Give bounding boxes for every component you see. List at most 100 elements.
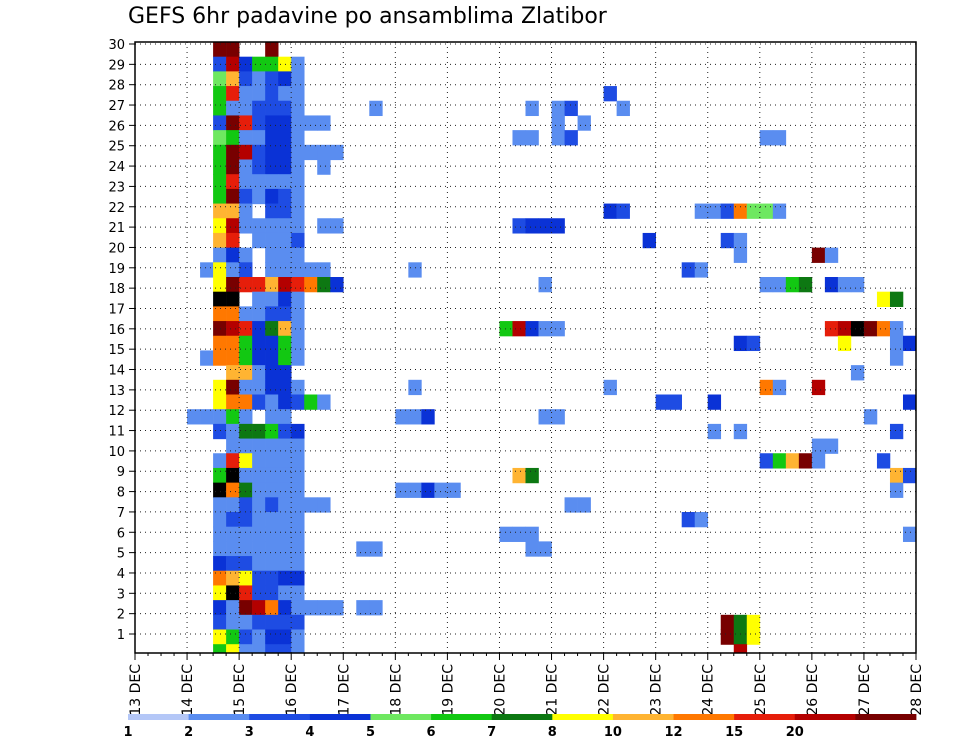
heatmap-cell bbox=[226, 42, 240, 58]
heatmap-cell bbox=[226, 277, 240, 293]
heatmap-cell bbox=[213, 644, 227, 654]
heatmap-cell bbox=[278, 438, 292, 454]
heatmap-cell bbox=[213, 306, 227, 322]
heatmap-cell bbox=[278, 379, 292, 396]
heatmap-cell bbox=[226, 174, 240, 190]
heatmap-cell bbox=[213, 467, 227, 484]
heatmap-cell bbox=[746, 629, 761, 645]
heatmap-cell bbox=[356, 541, 370, 557]
y-tick-label: 30 bbox=[108, 38, 125, 53]
heatmap-cell bbox=[291, 115, 305, 131]
heatmap-cell bbox=[681, 262, 696, 278]
heatmap-cell bbox=[226, 482, 240, 498]
heatmap-cell bbox=[291, 188, 305, 205]
heatmap-cell bbox=[265, 56, 279, 72]
heatmap-cell bbox=[499, 526, 513, 542]
heatmap-cell bbox=[369, 100, 383, 117]
heatmap-cell bbox=[239, 100, 253, 117]
heatmap-cell bbox=[317, 394, 331, 410]
heatmap-cell bbox=[330, 218, 344, 234]
heatmap-cell bbox=[239, 497, 253, 513]
heatmap-cell bbox=[239, 379, 253, 396]
x-tick-label: 19 DEC bbox=[440, 664, 456, 716]
heatmap-cell bbox=[824, 438, 839, 454]
heatmap-cell bbox=[850, 365, 865, 381]
heatmap-cell bbox=[226, 56, 240, 72]
heatmap-cell bbox=[213, 42, 227, 58]
heatmap-cell bbox=[434, 482, 448, 498]
heatmap-cell bbox=[408, 409, 422, 425]
heatmap-cell bbox=[252, 629, 266, 645]
heatmap-cell bbox=[226, 218, 240, 234]
heatmap-cell bbox=[213, 321, 227, 337]
heatmap-cell bbox=[213, 100, 227, 117]
heatmap-cell bbox=[291, 159, 305, 175]
heatmap-cell bbox=[265, 600, 279, 616]
heatmap-cell bbox=[239, 526, 253, 542]
heatmap-cell bbox=[226, 321, 240, 337]
heatmap-cell bbox=[694, 512, 709, 528]
heatmap-cell bbox=[876, 453, 891, 469]
heatmap-cell bbox=[278, 306, 292, 322]
heatmap-cell bbox=[239, 556, 253, 572]
heatmap-cell bbox=[278, 71, 292, 87]
heatmap-cell bbox=[291, 247, 305, 263]
heatmap-cell bbox=[291, 100, 305, 117]
heatmap-cell bbox=[265, 42, 279, 58]
heatmap-cell bbox=[902, 467, 917, 484]
heatmap-cell bbox=[811, 247, 826, 263]
colorbar-label: 6 bbox=[427, 725, 436, 740]
heatmap-cell bbox=[226, 497, 240, 513]
heatmap-cell bbox=[213, 556, 227, 572]
heatmap-cell bbox=[187, 409, 201, 425]
heatmap-cell bbox=[720, 629, 735, 645]
heatmap-cell bbox=[733, 247, 748, 263]
heatmap-cell bbox=[278, 144, 292, 161]
y-tick-label: 23 bbox=[108, 180, 125, 195]
heatmap-cell bbox=[226, 130, 240, 146]
heatmap-cell bbox=[564, 130, 578, 146]
heatmap-cell bbox=[408, 262, 422, 278]
heatmap-cell bbox=[538, 218, 552, 234]
heatmap-cell bbox=[798, 453, 813, 469]
heatmap-cell bbox=[291, 71, 305, 87]
heatmap-cell bbox=[291, 541, 305, 557]
heatmap-cell bbox=[291, 600, 305, 616]
heatmap-cell bbox=[226, 291, 240, 307]
heatmap-cell bbox=[707, 394, 722, 410]
heatmap-cell bbox=[291, 277, 305, 293]
heatmap-cell bbox=[278, 188, 292, 205]
heatmap-cell bbox=[317, 159, 331, 175]
heatmap-cell bbox=[837, 277, 852, 293]
heatmap-cell bbox=[330, 144, 344, 161]
heatmap-cell bbox=[824, 321, 839, 337]
heatmap-cell bbox=[213, 71, 227, 87]
colorbar-swatch bbox=[370, 714, 432, 720]
heatmap-cell bbox=[265, 482, 279, 498]
heatmap-cell bbox=[226, 409, 240, 425]
heatmap-cell bbox=[278, 482, 292, 498]
heatmap-cell bbox=[824, 277, 839, 293]
heatmap-cell bbox=[291, 321, 305, 337]
heatmap-cell bbox=[239, 335, 253, 352]
heatmap-cell bbox=[252, 306, 266, 322]
heatmap-cell bbox=[252, 365, 266, 381]
heatmap-cell bbox=[213, 614, 227, 631]
heatmap-cell bbox=[512, 467, 526, 484]
heatmap-cell bbox=[213, 570, 227, 587]
heatmap-cell bbox=[213, 203, 227, 219]
colorbar-swatch bbox=[794, 714, 856, 720]
heatmap-cell bbox=[252, 291, 266, 307]
heatmap-cell bbox=[525, 321, 539, 337]
heatmap-cell bbox=[278, 512, 292, 528]
heatmap-cell bbox=[252, 453, 266, 469]
y-tick-label: 27 bbox=[108, 99, 125, 114]
y-axis: 1234567891011121314151617181920212223242… bbox=[108, 38, 135, 643]
heatmap-cell bbox=[759, 203, 774, 219]
x-axis: 13 DEC 14 DEC 15 DEC 16 DEC 17 DEC 18 DEC 19 D… bbox=[128, 653, 925, 716]
heatmap-cell bbox=[317, 600, 331, 616]
heatmap-cell bbox=[252, 232, 266, 249]
heatmap-cell bbox=[291, 614, 305, 631]
heatmap-cell bbox=[291, 497, 305, 513]
heatmap-cell bbox=[278, 541, 292, 557]
